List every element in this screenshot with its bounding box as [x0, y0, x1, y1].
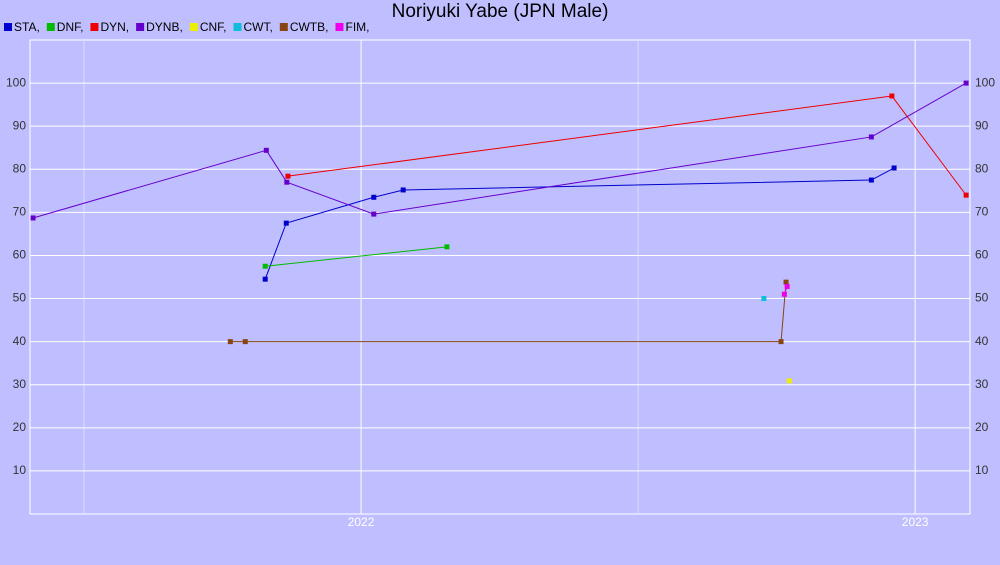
data-point: [242, 339, 248, 345]
y2-tick-label: 40: [975, 334, 989, 348]
y2-tick-label: 50: [975, 291, 989, 305]
data-point: [761, 296, 767, 302]
y-tick-label: 50: [13, 291, 27, 305]
x-tick-label: 2022: [348, 515, 375, 529]
y-tick-label: 40: [13, 334, 27, 348]
y-tick-label: 30: [13, 377, 27, 391]
legend-swatch: [46, 23, 55, 31]
data-point: [400, 187, 406, 193]
data-point: [444, 244, 450, 250]
data-point: [371, 211, 377, 217]
legend-swatch: [233, 23, 242, 31]
data-point: [284, 179, 290, 185]
legend-label: STA,: [14, 20, 40, 34]
y2-tick-label: 70: [975, 205, 989, 219]
data-point: [778, 339, 784, 345]
data-point: [371, 194, 377, 200]
y-tick-label: 100: [6, 75, 26, 89]
series-line: [32, 82, 967, 219]
data-point: [262, 276, 268, 282]
data-point: [868, 134, 874, 140]
y2-tick-label: 80: [975, 161, 989, 175]
data-point: [263, 147, 269, 153]
y2-tick-label: 10: [975, 463, 989, 477]
y-tick-label: 80: [13, 161, 27, 175]
data-point: [783, 279, 789, 285]
legend-swatch: [136, 23, 145, 31]
data-point: [784, 283, 790, 289]
legend-label: DYN,: [100, 20, 129, 34]
legend-label: CWTB,: [290, 20, 329, 34]
data-point: [283, 220, 289, 226]
data-point: [963, 80, 969, 86]
y-tick-label: 20: [13, 420, 27, 434]
y2-tick-label: 30: [975, 377, 989, 391]
y-tick-label: 90: [13, 118, 27, 132]
y-tick-label: 60: [13, 248, 27, 262]
y2-tick-label: 100: [975, 75, 995, 89]
chart-title: Noriyuki Yabe (JPN Male): [392, 1, 609, 22]
y-tick-label: 70: [13, 205, 27, 219]
x-tick-label: 2023: [902, 515, 929, 529]
data-point: [262, 263, 268, 269]
legend-swatch: [279, 23, 288, 31]
series-line: [265, 246, 448, 267]
data-point: [227, 339, 233, 345]
legend-label: CWT,: [243, 20, 272, 34]
data-point: [868, 177, 874, 183]
legend-swatch: [4, 23, 12, 31]
data-point: [30, 215, 36, 221]
data-point: [285, 173, 291, 179]
legend-label: DYNB,: [146, 20, 183, 34]
legend-label: DNF,: [57, 20, 84, 34]
y2-tick-label: 60: [975, 248, 989, 262]
data-point: [891, 165, 897, 171]
legend-label: CNF,: [200, 20, 227, 34]
plot-area: [29, 39, 971, 515]
legend-swatch: [335, 23, 344, 31]
legend-swatch: [189, 23, 198, 31]
series-line: [230, 282, 787, 343]
legend-swatch: [90, 23, 99, 31]
data-point: [781, 291, 787, 297]
legend-label: FIM,: [345, 20, 369, 34]
data-point: [786, 378, 792, 384]
data-point: [889, 93, 895, 99]
series-line: [264, 167, 895, 280]
y2-tick-label: 90: [975, 118, 989, 132]
y2-tick-label: 20: [975, 420, 989, 434]
y-tick-label: 10: [13, 463, 27, 477]
data-point: [963, 192, 969, 198]
